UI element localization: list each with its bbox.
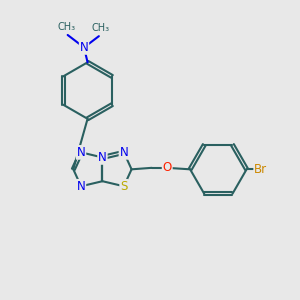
Text: O: O <box>163 161 172 174</box>
Text: N: N <box>119 146 128 159</box>
Text: S: S <box>120 180 128 193</box>
Text: N: N <box>98 151 107 164</box>
Text: N: N <box>80 41 88 54</box>
Text: CH₃: CH₃ <box>91 23 110 33</box>
Text: N: N <box>77 146 85 159</box>
Text: Br: Br <box>254 163 267 176</box>
Text: N: N <box>77 180 85 193</box>
Text: CH₃: CH₃ <box>57 22 75 32</box>
